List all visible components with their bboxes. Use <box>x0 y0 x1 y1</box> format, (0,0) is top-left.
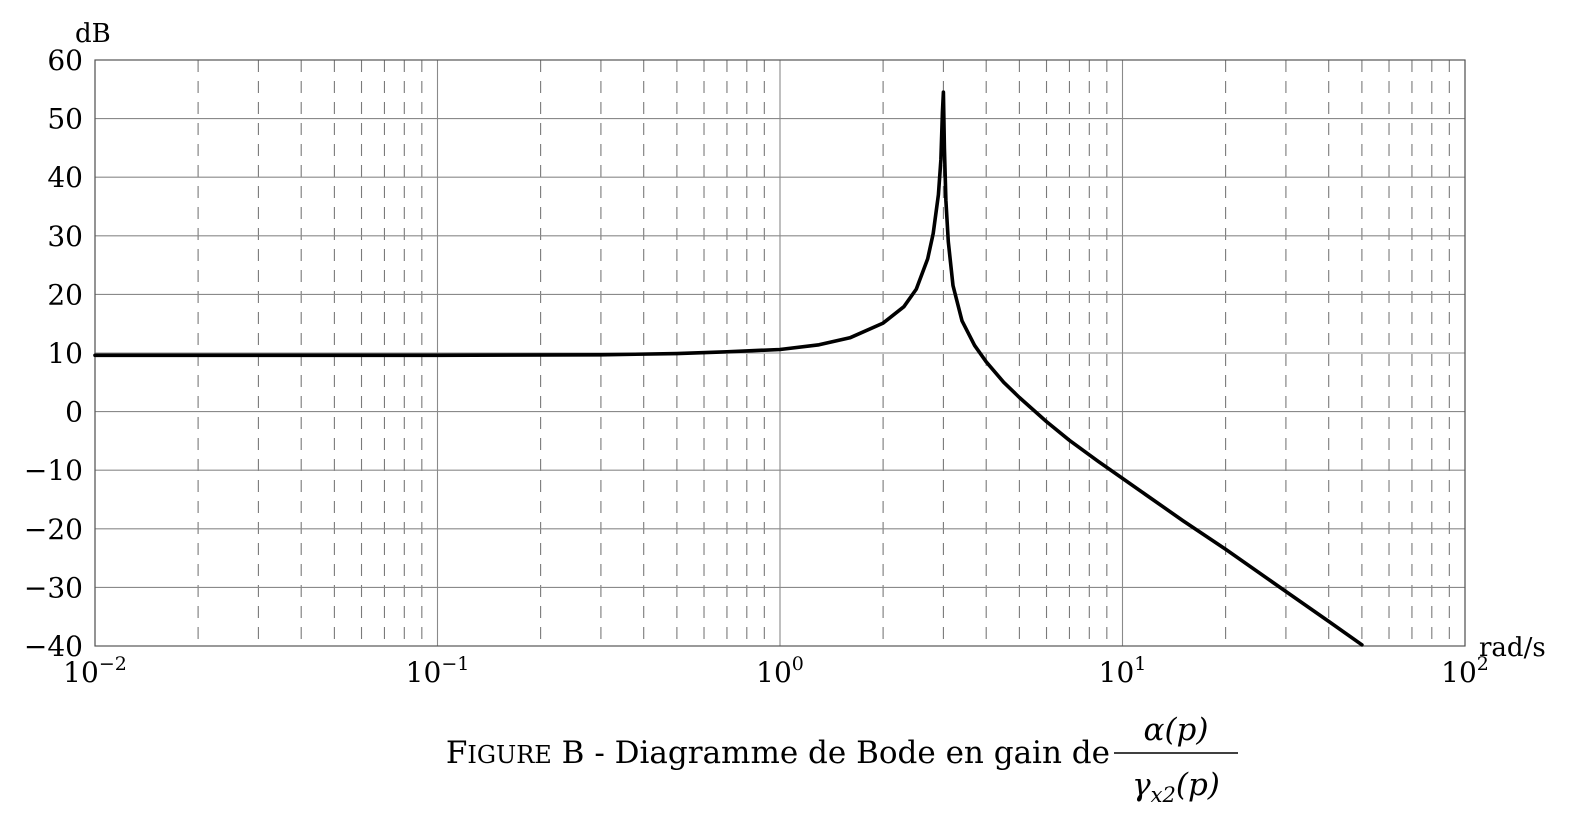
y-tick-label: 30 <box>47 220 83 253</box>
x-tick-label: 102 <box>1441 653 1489 689</box>
x-axis-unit: rad/s <box>1479 633 1546 663</box>
y-tick-label: −20 <box>24 513 83 546</box>
plot-frame <box>94 59 1466 647</box>
y-tick-label: −40 <box>24 630 83 663</box>
denominator-symbol: γ <box>1132 767 1151 803</box>
y-tick-label: 40 <box>47 161 83 194</box>
fraction-denominator: γx2(p) <box>1132 767 1220 807</box>
caption-figure-initial: F <box>446 735 468 771</box>
caption-description: - Diagramme de Bode en gain de <box>584 735 1110 771</box>
y-tick-labels: 60 50 40 30 20 10 0 −10 −20 −30 −40 <box>24 44 83 663</box>
y-tick-label: 60 <box>47 44 83 77</box>
figure-caption: FIGURE B - Diagramme de Bode en gain de … <box>446 712 1238 807</box>
caption-figure-id: B <box>552 735 585 771</box>
denominator-subscript: x2 <box>1151 783 1176 807</box>
x-tick-label: 10−2 <box>63 653 127 689</box>
y-tick-label: 0 <box>65 396 83 429</box>
y-axis-unit: dB <box>75 19 111 49</box>
gain-curve <box>93 90 1364 647</box>
y-tick-label: 20 <box>47 278 83 311</box>
caption-text: FIGURE B - Diagramme de Bode en gain de <box>446 735 1110 771</box>
x-tick-labels: 10−2 10−1 100 101 102 <box>63 653 1489 689</box>
x-tick-label: 100 <box>756 653 804 689</box>
denominator-tail: (p) <box>1176 767 1220 803</box>
minor-gridlines <box>197 60 1450 646</box>
fraction-numerator: α(p) <box>1144 712 1209 748</box>
caption-figure-word-rest: IGURE <box>467 741 551 769</box>
x-tick-label: 101 <box>1099 653 1147 689</box>
y-tick-label: 50 <box>47 103 83 136</box>
y-tick-label: −10 <box>24 454 83 487</box>
major-gridlines <box>94 59 1466 647</box>
y-tick-label: −30 <box>24 571 83 604</box>
x-tick-label: 10−1 <box>406 653 470 689</box>
y-tick-label: 10 <box>47 337 83 370</box>
